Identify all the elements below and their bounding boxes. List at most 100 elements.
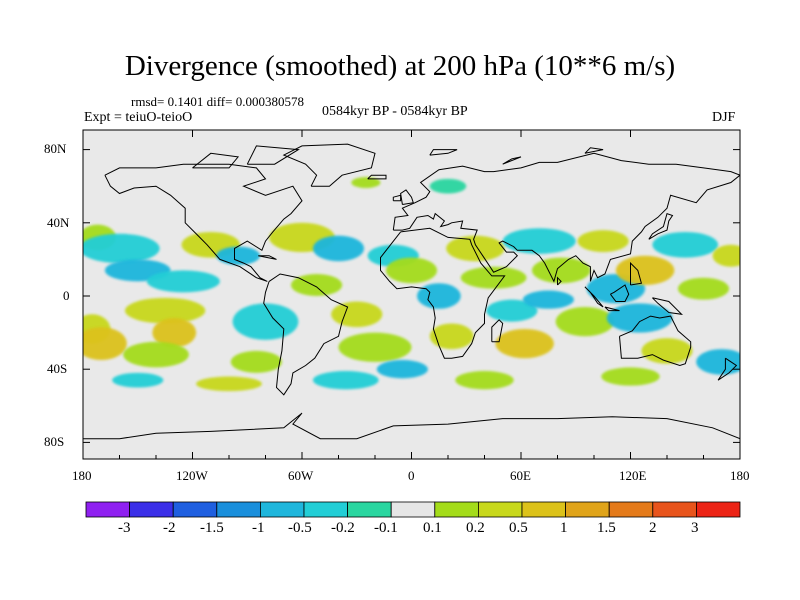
colorbar-label: -2	[163, 520, 176, 536]
divergence-patch	[460, 266, 527, 289]
lat-label-eq: 0	[63, 288, 70, 303]
divergence-patch	[416, 283, 461, 309]
colorbar-swatch	[608, 501, 654, 518]
coastline	[263, 273, 349, 396]
coastline	[367, 174, 387, 180]
coastline	[584, 286, 604, 308]
divergence-patch	[376, 360, 428, 379]
divergence-patch	[112, 372, 164, 388]
divergence-patch	[291, 274, 343, 296]
coastline	[192, 152, 240, 169]
colorbar-label: 2	[649, 520, 657, 536]
divergence-field	[83, 177, 740, 392]
divergence-patch	[455, 371, 514, 390]
coastline	[648, 212, 674, 240]
lat-label-80n: 80N	[44, 141, 67, 156]
colorbar-swatch	[390, 501, 436, 518]
divergence-patch	[230, 350, 282, 373]
colorbar-label: -0.5	[288, 520, 312, 536]
colorbar-label: 3	[691, 520, 699, 536]
lat-label-40n: 40N	[47, 215, 70, 230]
divergence-patch	[446, 235, 505, 262]
season-label: DJF	[712, 110, 736, 125]
colorbar-label: 1.5	[597, 520, 616, 536]
colorbar-label: -0.1	[374, 520, 398, 536]
colorbar-swatch	[477, 501, 523, 518]
coastline	[282, 143, 376, 187]
divergence-patch	[577, 230, 629, 253]
divergence-patch	[331, 301, 383, 328]
coastline	[380, 227, 506, 359]
divergence-patch	[152, 317, 197, 348]
coastline	[630, 261, 643, 286]
stats-label: rmsd= 0.1401 diff= 0.000380578	[131, 94, 304, 109]
divergence-patch	[502, 228, 576, 254]
colorbar-swatch	[521, 501, 566, 518]
coastlines	[83, 143, 740, 440]
lat-label-40s: 40S	[47, 361, 68, 376]
divergence-patch	[555, 306, 615, 337]
colorbar-swatch	[434, 501, 479, 518]
coastline	[246, 145, 300, 165]
colorbar-swatch	[652, 501, 697, 518]
colorbar-swatch	[565, 501, 610, 518]
divergence-patch	[385, 257, 438, 284]
colorbar-label: 0.2	[466, 520, 485, 536]
coastline	[83, 412, 740, 440]
divergence-patch	[615, 255, 675, 286]
divergence-patch	[495, 328, 554, 359]
divergence-patch	[83, 327, 127, 361]
colorbar-swatch	[85, 501, 130, 518]
coastline	[258, 255, 277, 260]
divergence-patch	[652, 231, 719, 258]
colorbar-label: 1	[560, 520, 568, 536]
divergence-patch	[83, 233, 160, 264]
coastline	[502, 156, 522, 165]
colorbar-swatch	[347, 501, 392, 518]
coastline	[604, 306, 620, 312]
period-label: 0584kyr BP - 0584kyr BP	[322, 104, 468, 119]
coastline	[429, 149, 458, 156]
divergence-patch	[312, 371, 379, 390]
divergence-patch	[232, 303, 299, 340]
divergence-patch	[351, 177, 381, 189]
coastline	[717, 357, 738, 381]
colorbar-label: 0.5	[509, 520, 528, 536]
divergence-patch	[146, 270, 220, 293]
coastline	[610, 284, 630, 302]
coastline	[652, 297, 684, 316]
lon-label-180w: 180	[72, 468, 92, 483]
divergence-patch	[601, 367, 660, 386]
map-title: Divergence (smoothed) at 200 hPa (10**6 …	[124, 50, 676, 82]
axis-ticks	[82, 130, 741, 459]
coastline	[584, 147, 604, 154]
lat-label-80s: 80S	[44, 434, 65, 449]
coastline	[557, 276, 562, 286]
divergence-patch	[712, 244, 740, 267]
divergence-patch	[641, 338, 693, 364]
colorbar-label: -3	[118, 520, 131, 536]
colorbar-swatch	[216, 501, 261, 518]
colorbar	[85, 501, 741, 518]
divergence-patch	[606, 303, 673, 333]
lon-label-120w: 120W	[176, 468, 208, 483]
colorbar-label: -1	[252, 520, 265, 536]
coastline	[491, 319, 504, 343]
colorbar-swatch	[129, 501, 174, 518]
divergence-patch	[338, 332, 412, 362]
colorbar-label: 0.1	[423, 520, 442, 536]
colorbar-swatch	[172, 501, 218, 518]
lon-label-180e: 180	[730, 468, 750, 483]
colorbar-label: -1.5	[200, 520, 224, 536]
divergence-patch	[522, 290, 574, 309]
coastline	[104, 163, 303, 282]
divergence-patch	[124, 297, 206, 324]
colorbar-swatch	[259, 501, 305, 518]
experiment-label: Expt = teiuO-teioO	[84, 110, 193, 125]
divergence-patch	[312, 235, 365, 262]
colorbar-swatch	[303, 501, 348, 518]
colorbar-label: -0.2	[331, 520, 355, 536]
divergence-patch	[123, 341, 189, 368]
divergence-patch	[486, 299, 538, 322]
